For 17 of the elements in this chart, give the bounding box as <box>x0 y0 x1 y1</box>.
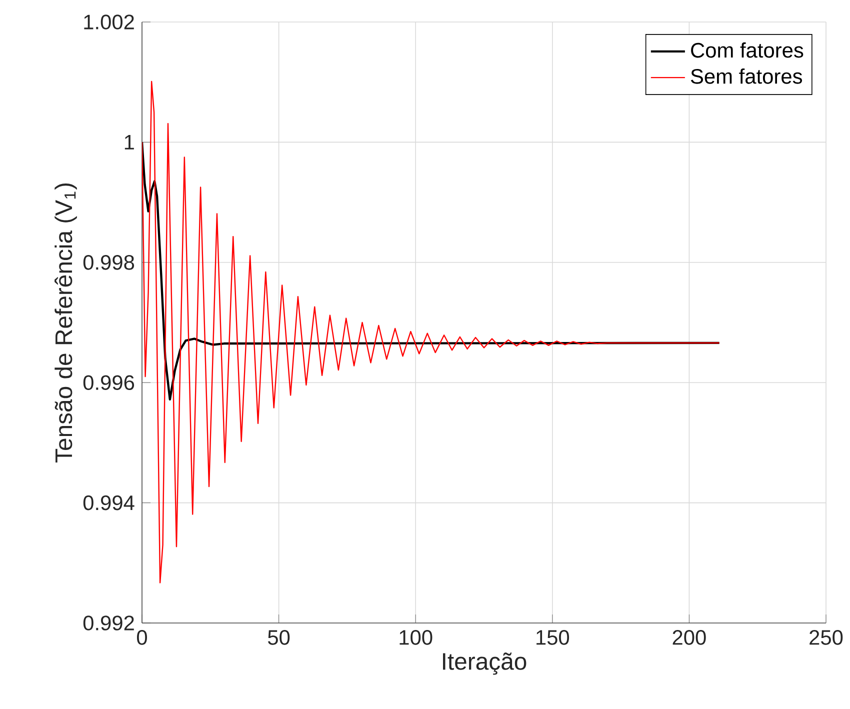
x-tick-label: 200 <box>672 630 706 645</box>
y-tick-label: 0.994 <box>83 495 134 510</box>
line-series <box>142 141 720 401</box>
y-tick-label: 1.002 <box>84 14 134 30</box>
x-tick-label: 250 <box>810 630 843 645</box>
x-tick-label: 100 <box>400 630 432 645</box>
y-tick-label: 1 <box>124 135 134 150</box>
y-axis-title: Tensão de Referência (V$_{1}$) <box>54 183 77 462</box>
x-tick-label: 0 <box>136 630 147 645</box>
y-tick-label: 0.992 <box>83 616 134 630</box>
legend-label: Com fatores <box>691 42 804 58</box>
y-tick-label: 0.998 <box>83 255 134 270</box>
x-tick-label: 150 <box>536 630 570 645</box>
y-tick-label: 0.996 <box>83 375 134 390</box>
legend-label: Sem fatores <box>690 68 802 84</box>
x-axis-title: Iteração <box>443 652 526 675</box>
x-tick-label: 50 <box>268 630 290 645</box>
